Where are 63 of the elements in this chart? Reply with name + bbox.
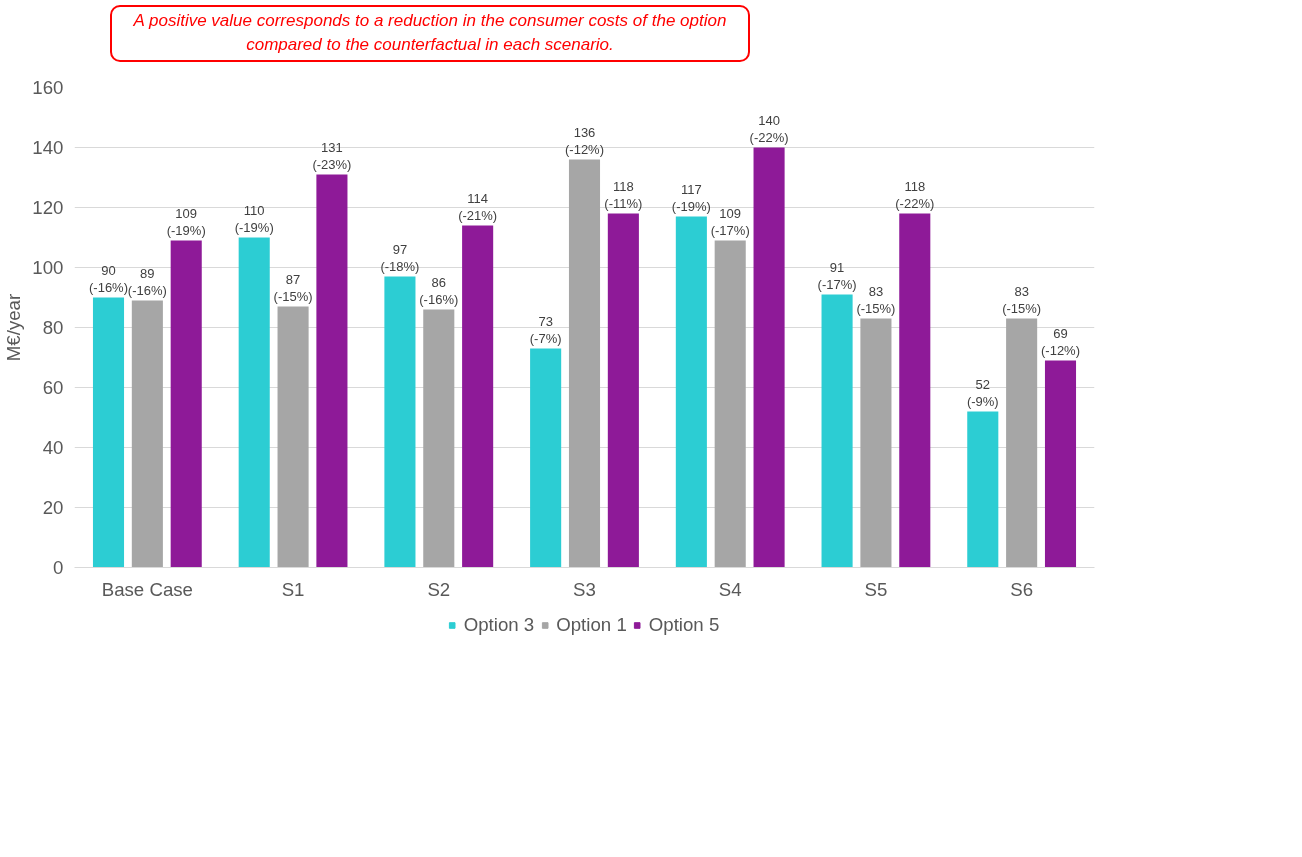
- bar: [462, 225, 494, 568]
- bar: [607, 213, 639, 568]
- y-tick-label: 120: [32, 196, 64, 218]
- data-label: 86 (-16%): [419, 274, 459, 307]
- data-label: 69 (-12%): [1041, 325, 1081, 358]
- x-tick-label: S2: [427, 578, 451, 600]
- bar: [92, 297, 125, 568]
- x-tick-label: S6: [1010, 578, 1034, 600]
- data-label: 89 (-16%): [127, 265, 167, 298]
- data-label: 131 (-23%): [312, 139, 352, 172]
- data-label: 114 (-21%): [458, 190, 498, 223]
- text: A positive value corresponds to a reduction in the consumer costs of the option compared to the counterfactual in each scenario.: [132, 10, 728, 57]
- data-label: 117 (-19%): [671, 181, 711, 214]
- data-label: 83 (-15%): [1002, 283, 1042, 316]
- bar: [675, 216, 707, 568]
- data-label: 109 (-19%): [166, 205, 206, 238]
- data-label: 118 (-22%): [895, 178, 935, 211]
- bar: [1006, 318, 1038, 568]
- data-label: 83 (-15%): [856, 283, 896, 316]
- x-tick-label: Base Case: [101, 578, 193, 600]
- bar: [384, 276, 416, 568]
- bar: [714, 240, 746, 568]
- data-label: 136 (-12%): [565, 124, 605, 157]
- bar: [277, 306, 309, 568]
- bar: [821, 294, 853, 568]
- data-label: 90 (-16%): [89, 262, 129, 295]
- y-tick-label: 160: [32, 76, 64, 98]
- y-tick-label: 80: [42, 316, 64, 338]
- y-tick-label: 0: [53, 556, 64, 578]
- data-label: 73 (-7%): [529, 313, 562, 346]
- data-label: 110 (-19%): [234, 202, 274, 235]
- y-tick-label: 40: [42, 436, 64, 458]
- y-tick-label: 140: [32, 136, 64, 158]
- bar: [131, 300, 163, 568]
- data-label: 97 (-18%): [380, 241, 420, 274]
- data-label: 87 (-15%): [273, 271, 313, 304]
- legend-label: Option 5: [648, 613, 720, 636]
- x-tick-label: S3: [573, 578, 596, 600]
- bar: [967, 411, 999, 568]
- bar: [1044, 360, 1077, 568]
- bar: [238, 237, 270, 568]
- data-label: 118 (-11%): [604, 178, 643, 211]
- data-label: 52 (-9%): [966, 376, 999, 409]
- bar: [170, 240, 202, 568]
- bar: [423, 309, 455, 568]
- bar: [316, 174, 348, 568]
- data-label: 91 (-17%): [817, 259, 857, 292]
- data-label: 140 (-22%): [749, 112, 789, 145]
- bar: [530, 348, 562, 568]
- y-axis-title: M€/year: [3, 293, 25, 361]
- y-tick-label: 100: [32, 256, 64, 278]
- bar: [860, 318, 892, 568]
- legend-label: Option 1: [556, 613, 627, 636]
- y-tick-label: 60: [42, 376, 64, 398]
- data-label: 109 (-17%): [710, 205, 750, 238]
- x-tick-label: S4: [718, 578, 742, 600]
- bar: [568, 159, 601, 568]
- legend-label: Option 3: [463, 613, 535, 636]
- bar: [899, 213, 931, 568]
- x-tick-label: S1: [281, 578, 305, 600]
- bar: [753, 147, 785, 568]
- x-tick-label: S5: [864, 578, 888, 600]
- y-tick-label: 20: [42, 496, 64, 518]
